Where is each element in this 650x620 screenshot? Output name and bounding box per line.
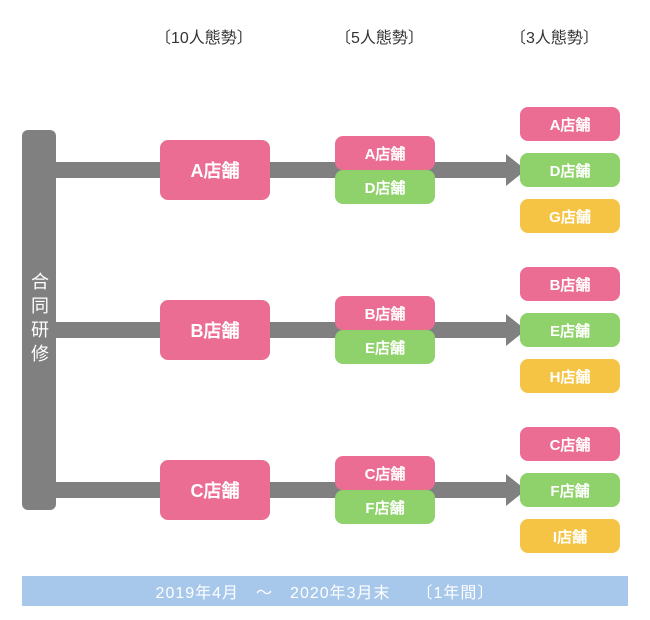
header-col2: 〔5人態勢〕 xyxy=(335,24,424,48)
start-box: 合同研修 xyxy=(22,130,56,510)
stage2-a2: D店舗 xyxy=(335,170,435,204)
stage2-c2: F店舗 xyxy=(335,490,435,524)
stage2-c1: C店舗 xyxy=(335,456,435,490)
stage3-c3: I店舗 xyxy=(520,519,620,553)
arrow-shaft-1 xyxy=(56,322,506,338)
arrow-shaft-0 xyxy=(56,162,506,178)
stage3-b1: B店舗 xyxy=(520,267,620,301)
stage3-b2: E店舗 xyxy=(520,313,620,347)
stage3-b3: H店舗 xyxy=(520,359,620,393)
stage1-c: C店舗 xyxy=(160,460,270,520)
header-col1: 〔10人態勢〕 xyxy=(155,24,253,48)
header-col3: 〔3人態勢〕 xyxy=(510,24,599,48)
stage1-a: A店舗 xyxy=(160,140,270,200)
stage2-b2: E店舗 xyxy=(335,330,435,364)
stage3-a2: D店舗 xyxy=(520,153,620,187)
footer-bar: 2019年4月 〜 2020年3月末 〔1年間〕 xyxy=(22,576,628,606)
arrow-shaft-2 xyxy=(56,482,506,498)
stage2-a1: A店舗 xyxy=(335,136,435,170)
stage3-c1: C店舗 xyxy=(520,427,620,461)
stage3-c2: F店舗 xyxy=(520,473,620,507)
stage3-a1: A店舗 xyxy=(520,107,620,141)
stage3-a3: G店舗 xyxy=(520,199,620,233)
stage2-b1: B店舗 xyxy=(335,296,435,330)
stage1-b: B店舗 xyxy=(160,300,270,360)
